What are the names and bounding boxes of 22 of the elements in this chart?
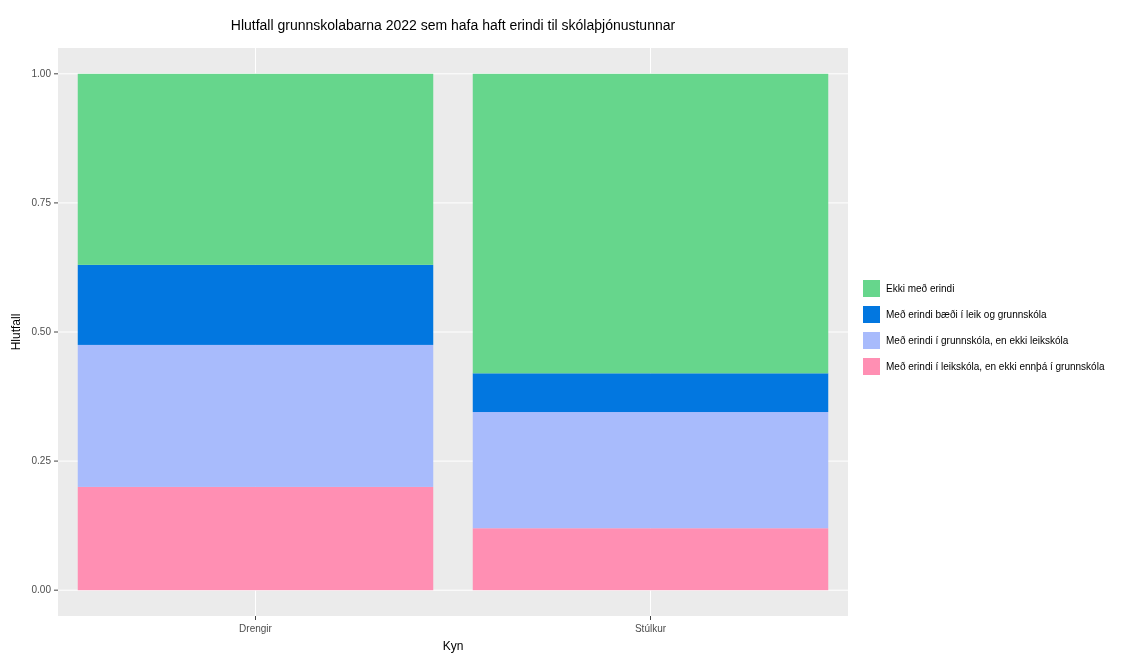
y-tick-label: 1.00: [31, 68, 52, 80]
legend-label: Með erindi bæði í leik og grunnskóla: [886, 309, 1048, 321]
y-tick-label: 0.50: [31, 326, 52, 338]
y-tick-label: 0.75: [31, 197, 52, 209]
y-tick-label: 0.25: [31, 455, 52, 467]
bar: [77, 73, 434, 265]
bar: [472, 73, 829, 374]
legend-label: Ekki með erindi: [886, 283, 955, 295]
bar: [77, 264, 434, 345]
y-tick-label: 0.00: [31, 584, 52, 596]
x-axis-title: Kyn: [442, 639, 464, 653]
bar: [77, 486, 434, 591]
bar: [472, 528, 829, 591]
x-tick-label: Stúlkur: [634, 623, 667, 634]
bar: [472, 412, 829, 529]
bar: [472, 373, 829, 413]
legend-label: Með erindi í grunnskóla, en ekki leikskóla: [886, 335, 1069, 347]
x-tick-label: Drengir: [239, 623, 273, 634]
y-axis-title: Hlutfall: [9, 313, 23, 351]
bar: [77, 344, 434, 487]
chart-title: Hlutfall grunnskolabarna 2022 sem hafa haft erindi til skólaþjónustunnar: [230, 17, 676, 33]
legend-label: Með erindi í leikskóla, en ekki ennþá í grunnskóla: [886, 361, 1105, 373]
